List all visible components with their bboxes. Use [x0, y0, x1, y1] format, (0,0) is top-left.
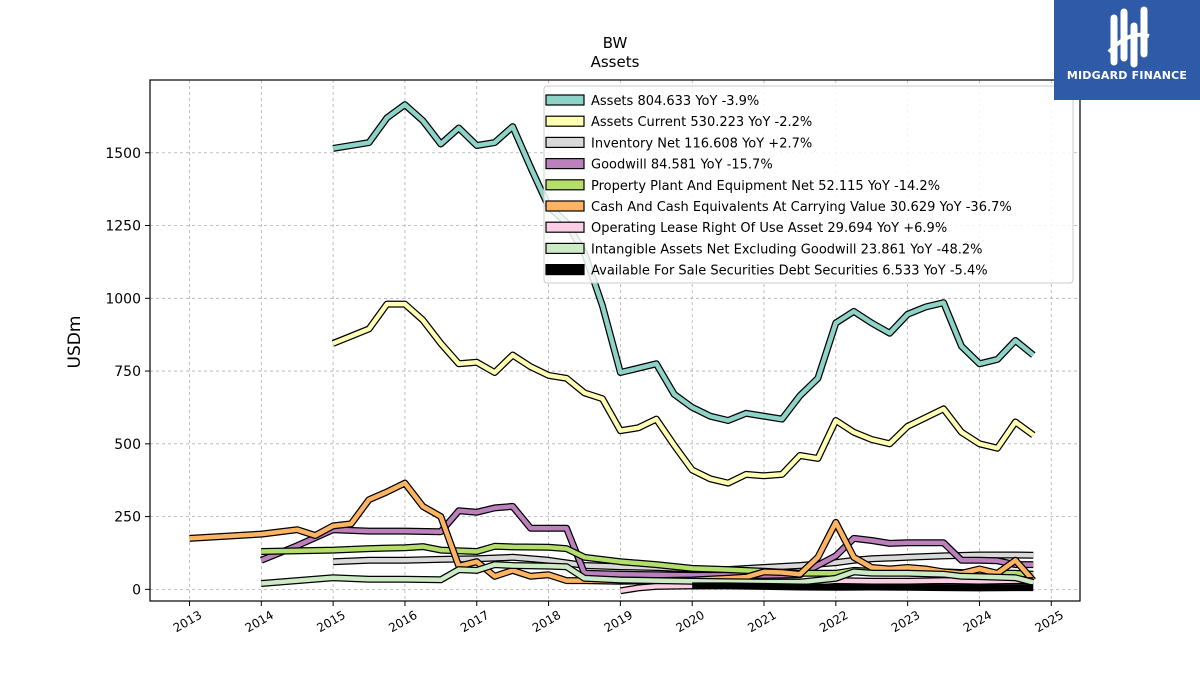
x-tick-label: 2022	[817, 608, 850, 635]
legend-swatch	[545, 158, 585, 170]
y-tick-label: 1250	[105, 219, 141, 235]
series-line	[260, 504, 1034, 578]
y-tick-label: 500	[114, 437, 141, 453]
legend-entry: Inventory Net 116.608 YoY +2.7%	[591, 136, 812, 151]
legend-swatch	[545, 179, 585, 191]
legend: Assets 804.633 YoY -3.9% Assets Current 5…	[543, 85, 1074, 284]
legend-entry: Intangible Assets Net Excluding Goodwill…	[591, 242, 982, 257]
logo-text: MIDGARD FINANCE	[1066, 69, 1188, 82]
legend-entry: Property Plant And Equipment Net 52.115 …	[591, 179, 940, 194]
x-tick-label: 2016	[386, 608, 419, 635]
y-axis-label: USDm	[65, 316, 85, 369]
legend-entry: Goodwill 84.581 YoY -15.7%	[591, 158, 773, 173]
series-line	[332, 301, 1035, 486]
series-2	[331, 300, 1036, 487]
x-tick-label: 2018	[530, 608, 563, 635]
x-tick-label: 2015	[314, 608, 347, 635]
legend-swatch	[545, 136, 585, 148]
legend-entry: Available For Sale Securities Debt Secur…	[591, 264, 988, 279]
x-tick-label: 2013	[171, 608, 204, 635]
chart-title: BW	[603, 34, 628, 52]
legend-entry: Cash And Cash Equivalents At Carrying Va…	[591, 200, 1012, 215]
series-9	[692, 582, 1034, 592]
x-tick-label: 2021	[745, 608, 778, 635]
logo-mark-icon	[1107, 6, 1150, 68]
series-8	[261, 561, 1035, 587]
series-line	[261, 562, 1034, 586]
legend-swatch	[545, 200, 585, 212]
x-tick-label: 2024	[961, 608, 994, 635]
legend-entry: Assets 804.633 YoY -3.9%	[591, 94, 759, 109]
y-tick-label: 1000	[105, 291, 141, 307]
x-tick-label: 2023	[889, 608, 922, 635]
legend-swatch	[545, 264, 585, 276]
series-1	[332, 101, 1036, 424]
legend-swatch	[545, 115, 585, 127]
x-tick-label: 2019	[602, 608, 635, 635]
series-line	[332, 102, 1035, 423]
plot-frame	[149, 79, 1081, 602]
legend-entry: Assets Current 530.223 YoY -2.2%	[591, 115, 812, 130]
series-line	[692, 582, 1034, 592]
series-layer	[189, 101, 1036, 595]
series-4	[259, 502, 1034, 579]
x-tick-label: 2017	[458, 608, 491, 635]
legend-swatch	[545, 221, 585, 233]
chart-subtitle: Assets	[591, 53, 640, 71]
y-tick-label: 1500	[105, 146, 141, 162]
legend-swatch	[545, 242, 585, 254]
y-tick-label: 750	[114, 364, 141, 380]
brand-logo: MIDGARD FINANCE	[1054, 0, 1200, 100]
legend-entry: Operating Lease Right Of Use Asset 29.69…	[591, 221, 947, 236]
x-tick-label: 2020	[673, 608, 706, 635]
x-tick-label: 2014	[243, 608, 276, 635]
x-axis: 2013 2014 2015 2016 2017 2018 2019 2020 2021 2022…	[171, 601, 1066, 635]
legend-box	[543, 85, 1074, 284]
y-axis: 0 250 500 750 1000 1250 1500	[105, 146, 150, 598]
legend-swatch	[545, 94, 585, 106]
y-tick-label: 250	[114, 510, 141, 526]
y-tick-label: 0	[132, 582, 141, 598]
x-tick-label: 2025	[1033, 608, 1066, 635]
